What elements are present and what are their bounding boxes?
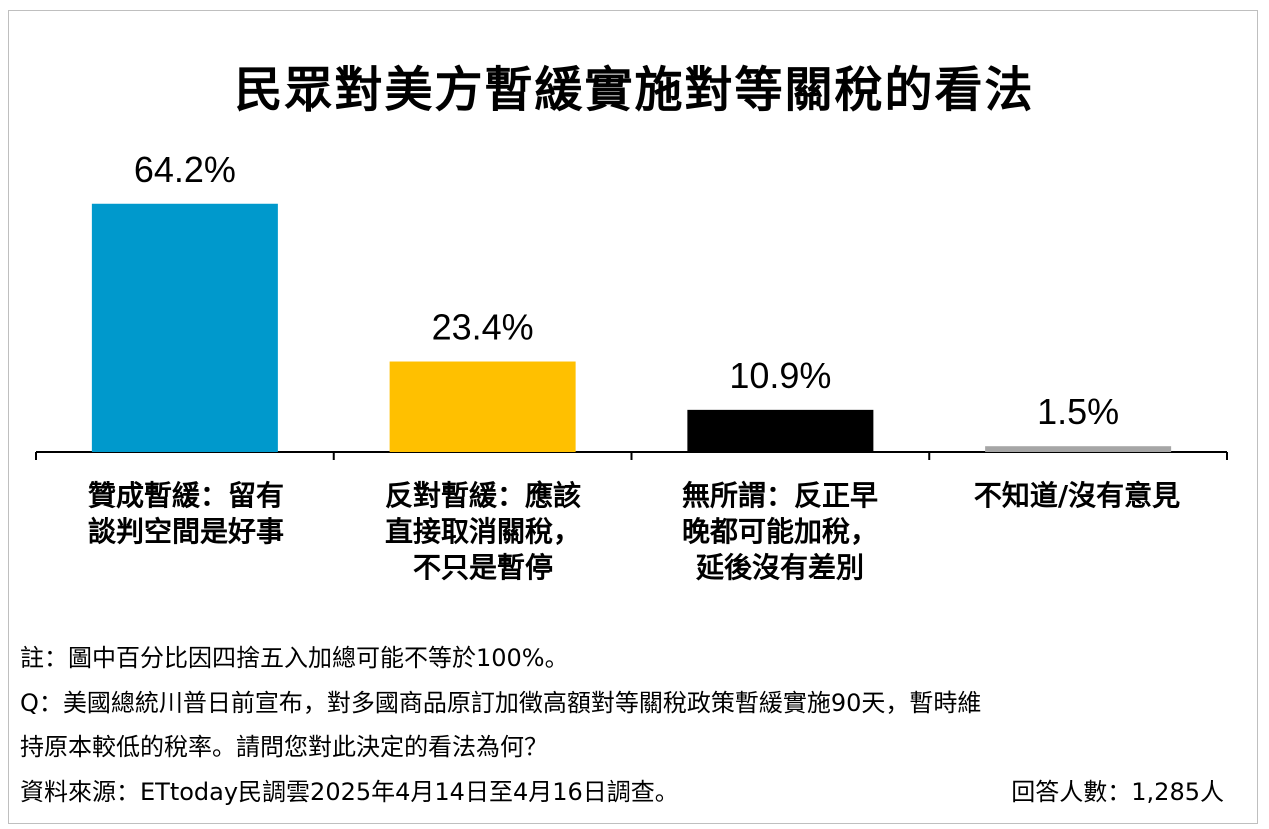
bar-4 <box>985 446 1172 452</box>
category-label-support: 贊成暫緩：留有 談判空間是好事 <box>87 479 284 548</box>
data-label-2: 23.4% <box>432 307 534 348</box>
respondent-count: 回答人數：1,285人 <box>1011 778 1224 806</box>
chart-title: 民眾對美方暫緩實施對等關稅的看法 <box>234 62 1035 118</box>
question-line-2: 持原本較低的稅率。請問您對此決定的看法為何？ <box>20 733 548 761</box>
category-label-no-opinion: 不知道/沒有意見 <box>973 479 1181 512</box>
category-label-oppose: 反對暫緩：應該 直接取消關稅， 不只是暫停 <box>384 479 581 584</box>
data-label-1: 64.2% <box>134 149 236 190</box>
bar-3 <box>687 409 874 452</box>
rounding-note: 註：圖中百分比因四捨五入加總可能不等於100%。 <box>20 644 569 672</box>
data-label-4: 1.5% <box>1037 391 1119 432</box>
category-label-indifferent: 無所謂：反正早 晚都可能加稅， 延後沒有差別 <box>681 479 878 584</box>
data-label-3: 10.9% <box>729 355 831 396</box>
chart-frame <box>8 10 1258 824</box>
question-line-1: Q：美國總統川普日前宣布，對多國商品原訂加徵高額對等關稅政策暫緩實施90天，暫時… <box>20 689 982 717</box>
source-note: 資料來源：ETtoday民調雲2025年4月14日至4月16日調查。 <box>20 778 679 806</box>
bar-2 <box>389 361 576 452</box>
bar-1 <box>91 203 278 452</box>
